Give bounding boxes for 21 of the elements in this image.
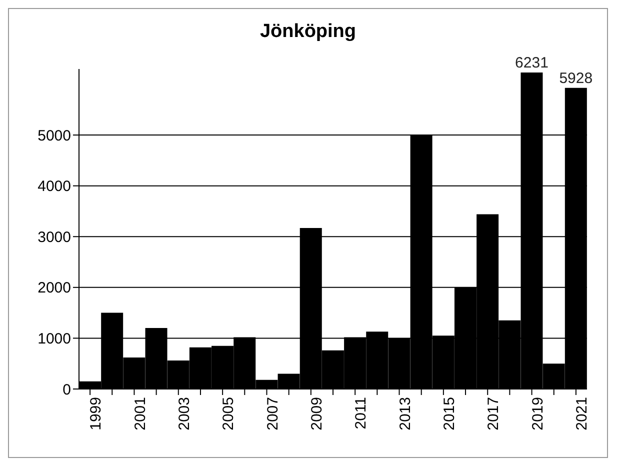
y-tick-label: 2000 (38, 280, 71, 297)
x-tick-label: 2001 (132, 397, 149, 430)
x-tick-label: 2019 (529, 397, 546, 430)
x-tick-label: 2015 (441, 397, 458, 430)
x-tick-label: 2003 (176, 397, 194, 430)
x-tick-label: 2017 (485, 397, 502, 430)
y-tick-label: 3000 (38, 228, 71, 246)
y-tick-label: 0 (62, 381, 71, 398)
y-tick-label: 1000 (38, 330, 71, 348)
y-tick-label: 4000 (38, 178, 71, 196)
x-tick-label: 2013 (396, 397, 414, 430)
x-tick-label: 2009 (308, 397, 326, 430)
x-tick-label: 2011 (352, 397, 370, 430)
x-tick-label: 2005 (220, 397, 238, 430)
x-tick-label: 2021 (574, 397, 591, 430)
x-tick-label: 2007 (264, 397, 282, 430)
x-tick-label: 1999 (88, 397, 105, 430)
chart-title: Jönköping (258, 21, 358, 43)
data-label: 6231 (515, 54, 548, 72)
data-label: 5928 (559, 70, 593, 87)
y-tick-label: 5000 (38, 127, 71, 144)
